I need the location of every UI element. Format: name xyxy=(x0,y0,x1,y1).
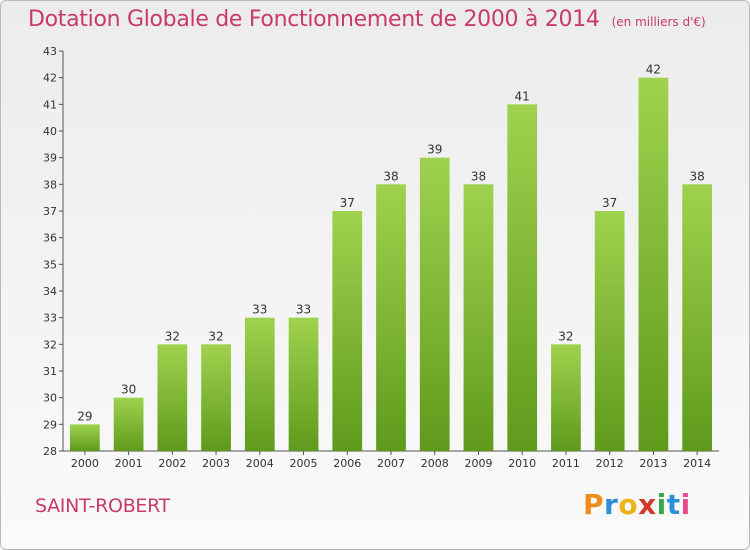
y-tick-label: 35 xyxy=(43,258,57,271)
y-tick-label: 42 xyxy=(43,72,57,85)
bar-2014 xyxy=(682,184,713,452)
y-tick-label: 36 xyxy=(43,232,57,245)
proxiti-logo: Proxiti xyxy=(583,488,691,521)
y-tick-label: 30 xyxy=(43,392,57,405)
y-tick-label: 29 xyxy=(43,418,57,431)
data-label-2012: 37 xyxy=(602,196,617,210)
y-tick-label: 32 xyxy=(43,338,57,351)
x-tick-label-2012: 2012 xyxy=(596,457,624,470)
location-name: SAINT-ROBERT xyxy=(35,495,170,517)
x-tick-label-2003: 2003 xyxy=(202,457,230,470)
x-tick-label-2004: 2004 xyxy=(246,457,274,470)
bar-2012 xyxy=(594,211,625,451)
data-label-2009: 38 xyxy=(471,169,486,183)
y-tick-label: 28 xyxy=(43,445,57,458)
bar-2005 xyxy=(288,317,319,451)
logo-letter: t xyxy=(666,488,681,521)
y-tick-label: 37 xyxy=(43,205,57,218)
x-tick-label-2010: 2010 xyxy=(508,457,536,470)
x-tick-label-2013: 2013 xyxy=(639,457,667,470)
bar-2011 xyxy=(551,344,581,451)
data-label-2001: 30 xyxy=(121,383,136,397)
bar-2002 xyxy=(157,344,188,451)
bar-2006 xyxy=(332,211,363,451)
y-tick-label: 41 xyxy=(43,98,57,111)
data-label-2008: 39 xyxy=(427,143,442,157)
data-label-2011: 32 xyxy=(558,329,573,343)
bar-2008 xyxy=(419,157,450,451)
bar-2007 xyxy=(376,184,406,452)
x-tick-label-2001: 2001 xyxy=(115,457,143,470)
data-label-2003: 32 xyxy=(208,329,223,343)
data-label-2006: 37 xyxy=(340,196,355,210)
x-tick-label-2005: 2005 xyxy=(290,457,318,470)
data-label-2007: 38 xyxy=(383,169,398,183)
bar-series: 29 30 32 32 33 33 37 38 39 38 41 32 37 42 38 xyxy=(69,63,713,452)
x-tick-label-2009: 2009 xyxy=(464,457,492,470)
bar-2010 xyxy=(507,104,538,451)
logo-letter: o xyxy=(618,488,639,521)
x-tick-label-2014: 2014 xyxy=(683,457,711,470)
logo-letter: i xyxy=(656,488,667,521)
logo-letter: P xyxy=(583,488,605,521)
x-tick-label-2007: 2007 xyxy=(377,457,405,470)
y-tick-label: 33 xyxy=(43,312,57,325)
logo-letter: i xyxy=(680,488,691,521)
logo-letter: r xyxy=(604,488,619,521)
y-tick-label: 40 xyxy=(43,125,57,138)
chart-axes: 28 29 30 31 32 33 34 35 36 37 38 39 40 41 42 43 2000 2001… xyxy=(43,45,719,470)
data-label-2010: 41 xyxy=(515,89,530,103)
data-label-2004: 33 xyxy=(252,303,267,317)
x-tick-label-2008: 2008 xyxy=(421,457,449,470)
x-tick-label-2002: 2002 xyxy=(158,457,186,470)
bar-2003 xyxy=(201,344,231,451)
y-tick-label: 43 xyxy=(43,45,57,58)
data-label-2002: 32 xyxy=(165,329,180,343)
data-label-2000: 29 xyxy=(77,409,92,423)
data-label-2013: 42 xyxy=(646,63,661,77)
y-tick-label: 38 xyxy=(43,178,57,191)
bar-2013 xyxy=(638,77,669,452)
x-tick-label-2006: 2006 xyxy=(333,457,361,470)
data-label-2014: 38 xyxy=(689,169,704,183)
y-tick-label: 31 xyxy=(43,365,57,378)
logo-letter: x xyxy=(638,488,657,521)
bar-2009 xyxy=(463,184,494,452)
chart-title-text: Dotation Globale de Fonctionnement de 20… xyxy=(28,7,600,32)
y-tick-label: 39 xyxy=(43,152,57,165)
bar-2000 xyxy=(69,424,100,451)
y-tick-label: 34 xyxy=(43,285,57,298)
chart-title: Dotation Globale de Fonctionnement de 20… xyxy=(28,7,706,32)
data-label-2005: 33 xyxy=(296,303,311,317)
x-tick-label-2000: 2000 xyxy=(71,457,99,470)
x-tick-label-2011: 2011 xyxy=(552,457,580,470)
bar-2004 xyxy=(244,317,275,451)
bar-2001 xyxy=(113,397,144,451)
chart-subtitle: (en milliers d'€) xyxy=(611,15,706,29)
